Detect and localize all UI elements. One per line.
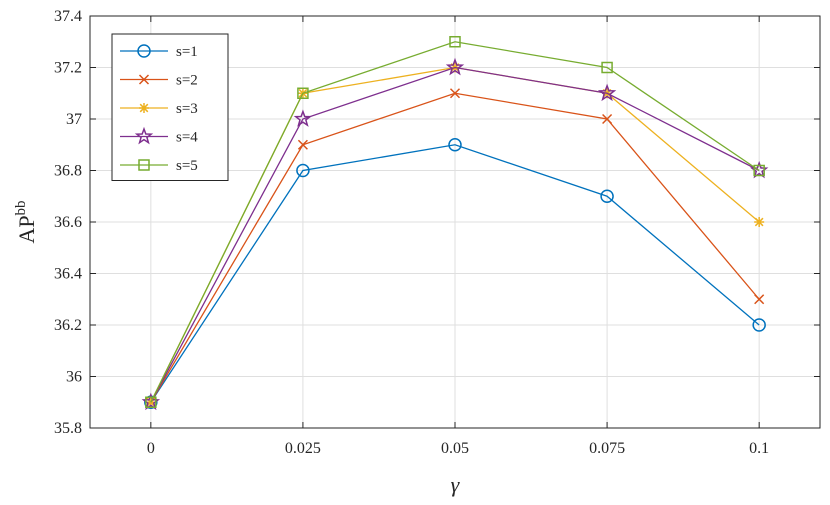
marker-square	[138, 159, 150, 171]
y-tick-label: 36.8	[54, 163, 82, 180]
x-tick-label: 0.05	[441, 440, 469, 457]
legend-item: s=3	[120, 101, 198, 117]
y-axis: 35.8 36 36.2 36.4 36.6 36.8 37 37.2 37.4	[54, 8, 820, 437]
series-line	[150, 41, 760, 403]
series-line	[150, 66, 760, 403]
y-tick-label: 36.2	[54, 317, 82, 334]
y-axis-label: APbb	[13, 200, 39, 243]
legend-label: s=2	[176, 73, 198, 89]
marker-circle	[600, 189, 614, 203]
legend-label: s=1	[176, 44, 198, 60]
marker-asterisk	[754, 217, 765, 227]
y-axis-label-main: AP	[14, 215, 39, 243]
legend-label: s=5	[176, 158, 198, 174]
y-tick-label: 36.4	[54, 266, 82, 283]
marker-x	[138, 74, 150, 85]
marker-star	[597, 83, 617, 102]
x-tick-label: 0	[147, 440, 155, 457]
marker-star	[134, 126, 154, 145]
y-tick-label: 36.6	[54, 214, 82, 231]
series-line	[150, 144, 760, 403]
legend-item: s=2	[120, 73, 198, 89]
y-tick-label: 35.8	[54, 420, 82, 437]
series-s-5	[145, 36, 765, 408]
marker-square	[297, 87, 309, 99]
series-s-1	[144, 138, 766, 409]
legend-label: s=4	[176, 130, 198, 146]
marker-circle	[448, 138, 462, 152]
x-tick-label: 0.1	[749, 440, 769, 457]
marker-x	[602, 113, 613, 125]
y-axis-label-superscript: bb	[13, 200, 29, 215]
x-axis: 0 0.025 0.05 0.075 0.1	[147, 16, 769, 457]
y-tick-label: 37.4	[54, 8, 82, 25]
marker-x	[449, 88, 461, 99]
legend-label: s=3	[176, 101, 198, 117]
y-tick-label: 36	[66, 369, 82, 386]
x-tick-label: 0.025	[285, 440, 321, 457]
marker-square	[753, 164, 765, 177]
marker-asterisk	[139, 103, 149, 113]
marker-circle	[752, 318, 766, 332]
marker-square	[145, 396, 157, 408]
legend-box	[111, 33, 229, 181]
series-group	[141, 36, 769, 411]
y-tick-label: 37	[66, 111, 82, 128]
marker-x	[297, 139, 308, 150]
legend: s=1 s=2 s=3 s=4 s=5	[111, 33, 229, 181]
y-tick-label: 37.2	[54, 60, 82, 77]
legend-item: s=1	[120, 44, 198, 60]
marker-star	[293, 109, 313, 127]
marker-square	[449, 36, 461, 48]
marker-circle	[137, 44, 151, 58]
marker-x	[754, 294, 765, 305]
marker-star	[445, 57, 465, 76]
legend-item: s=5	[120, 158, 198, 174]
legend-item: s=4	[120, 126, 198, 146]
marker-square	[601, 61, 613, 74]
x-tick-label: 0.075	[589, 440, 625, 457]
marker-circle	[296, 163, 310, 178]
x-axis-label: γ	[451, 472, 461, 497]
